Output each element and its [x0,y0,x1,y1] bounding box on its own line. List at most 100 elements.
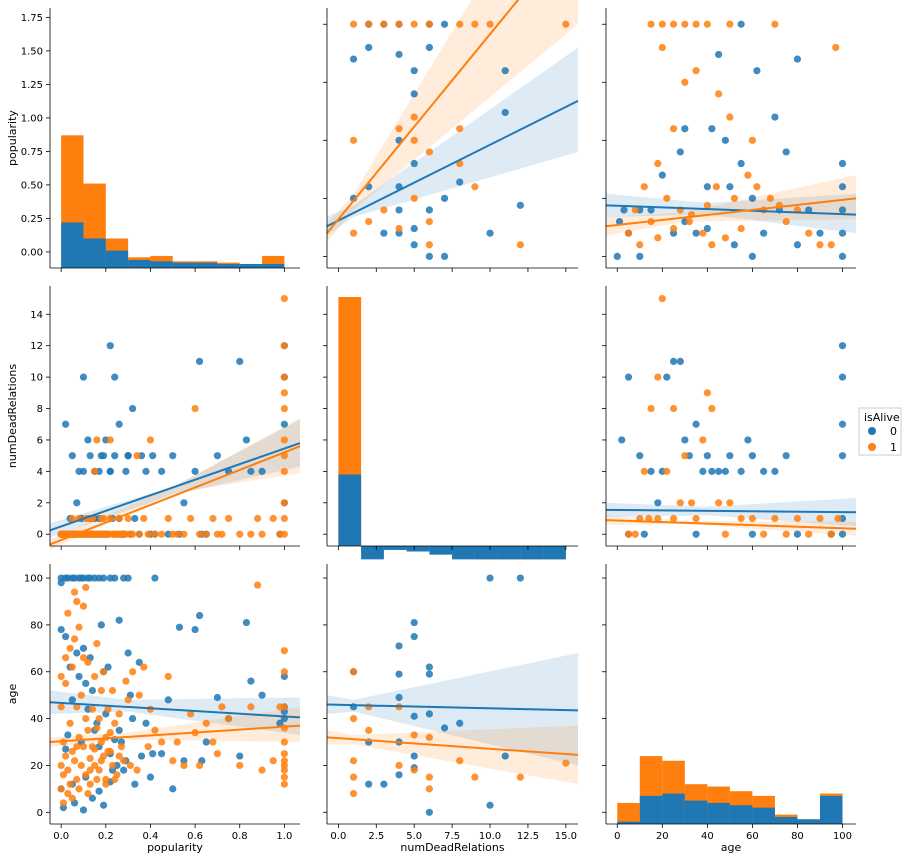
point-age|popularity-1-28 [827,241,835,249]
point-numDeadRelations|popularity-0-10 [440,194,449,202]
point-popularity|age-1-107 [102,780,110,788]
point-numDeadRelations|popularity-1-18 [365,217,373,226]
point-age|popularity-0-16 [760,229,768,237]
point-popularity|age-1-70 [202,719,210,727]
point-age|popularity-1-22 [708,241,716,249]
point-popularity|numDeadRelations-0-46 [128,404,137,413]
point-age|numDeadRelations-1-14 [737,514,745,523]
x-tick-label: 7.5 [444,831,460,842]
legend-label-0: 0 [890,425,897,438]
point-popularity|numDeadRelations-0-53 [158,467,166,475]
point-popularity|age-1-29 [88,705,97,713]
point-popularity|age-1-78 [258,766,266,774]
point-age|popularity-1-20 [685,217,693,226]
point-age|numDeadRelations-0-33 [692,530,700,538]
point-numDeadRelations|popularity-0-7 [410,159,418,168]
point-popularity|age-0-86 [115,726,123,734]
y-tick-label: 0.00 [21,247,43,258]
point-numDeadRelations|popularity-1-22 [425,241,433,249]
point-popularity|age-0-83 [95,787,103,795]
y-tick-label: 0.25 [21,214,43,225]
point-popularity|numDeadRelations-0-62 [213,452,222,460]
x-tick-label: 0.8 [232,831,248,842]
point-popularity|age-1-83 [280,647,288,655]
point-popularity|age-1-90 [280,703,288,711]
point-popularity|age-0-22 [68,696,76,704]
point-age|numDeadRelations-0-35 [793,530,802,538]
point-popularity|numDeadRelations-1-90 [280,514,288,523]
point-popularity|numDeadRelations-1-85 [280,404,288,413]
reg-line-numDeadRelations|popularity-1 [326,0,520,234]
hist-bar-age-0-8 [797,819,820,824]
point-numDeadRelations|age-0-6 [410,752,418,760]
point-popularity|numDeadRelations-1-63 [164,514,172,523]
point-numDeadRelations|age-1-0 [349,714,358,723]
point-popularity|age-0-76 [64,731,72,739]
hist-bar-popularity-0-4 [150,261,173,268]
point-popularity|age-1-16 [73,775,81,784]
x-axis-label-popularity: popularity [147,841,203,854]
point-numDeadRelations|popularity-1-21 [410,194,418,202]
y-tick-label: 12 [30,341,43,352]
ci-band-age|popularity-0 [606,193,856,234]
point-popularity|numDeadRelations-1-83 [280,373,288,381]
point-age|popularity-0-26 [721,136,729,144]
point-popularity|age-1-108 [104,747,112,755]
point-popularity|age-0-19 [57,625,65,634]
point-numDeadRelations|popularity-1-9 [562,20,570,28]
point-popularity|age-0-87 [120,766,128,774]
x-tick-label: 0 [614,831,620,842]
reg-line-age|popularity-1 [605,197,857,228]
y-tick-label: 8 [37,404,43,415]
ci-band-popularity|age-1 [50,706,300,747]
point-numDeadRelations|age-1-14 [516,773,524,781]
point-numDeadRelations|age-0-15 [486,801,494,809]
point-age|numDeadRelations-0-24 [838,342,847,350]
point-age|popularity-1-10 [681,78,689,86]
point-popularity|age-1-113 [73,597,81,606]
point-age|numDeadRelations-0-0 [618,436,626,444]
point-popularity|age-0-66 [247,677,255,685]
point-popularity|numDeadRelations-1-84 [280,389,288,397]
point-popularity|age-1-15 [73,703,81,711]
point-age|numDeadRelations-0-34 [748,530,756,538]
point-popularity|age-1-7 [64,609,72,617]
y-tick-label: 1.50 [21,46,43,57]
point-age|popularity-1-6 [726,20,734,28]
point-popularity|age-1-11 [68,747,76,755]
point-popularity|numDeadRelations-0-64 [236,357,244,366]
point-age|numDeadRelations-1-18 [816,514,824,523]
point-numDeadRelations|popularity-1-15 [410,113,418,121]
point-popularity|age-1-18 [75,623,83,631]
point-age|popularity-0-20 [838,206,847,214]
point-age|numDeadRelations-1-23 [669,514,678,523]
point-numDeadRelations|popularity-0-27 [440,20,449,28]
y-axis-label-numDeadRelations: numDeadRelations [6,364,19,468]
point-popularity|numDeadRelations-1-76 [247,530,255,538]
point-age|popularity-1-7 [771,20,779,28]
point-popularity|age-0-48 [135,658,143,666]
x-tick-label: 0.0 [330,831,346,842]
point-age|popularity-1-26 [782,217,790,226]
point-popularity|numDeadRelations-0-59 [195,357,204,366]
point-popularity|numDeadRelations-1-70 [202,530,210,538]
point-popularity|age-1-104 [91,745,99,753]
point-age|popularity-0-15 [748,194,756,202]
point-popularity|age-1-33 [93,724,101,732]
point-age|numDeadRelations-1-8 [640,467,648,475]
hist-bar-popularity-0-5 [172,262,196,268]
point-age|numDeadRelations-1-0 [658,294,666,303]
y-tick-label: 80 [30,620,43,631]
x-tick-label: 80 [791,831,804,842]
point-popularity|numDeadRelations-1-78 [258,530,266,538]
point-popularity|age-1-40 [99,668,108,676]
point-popularity|age-1-92 [57,672,65,681]
point-popularity|age-1-99 [73,743,81,751]
point-age|numDeadRelations-0-19 [744,436,752,444]
point-numDeadRelations|popularity-1-19 [380,206,388,214]
point-numDeadRelations|age-0-22 [395,771,403,779]
legend-marker-1 [868,443,876,451]
y-tick-label: 0.75 [21,147,43,158]
point-numDeadRelations|popularity-1-2 [380,20,388,28]
point-popularity|age-0-17 [124,574,132,582]
